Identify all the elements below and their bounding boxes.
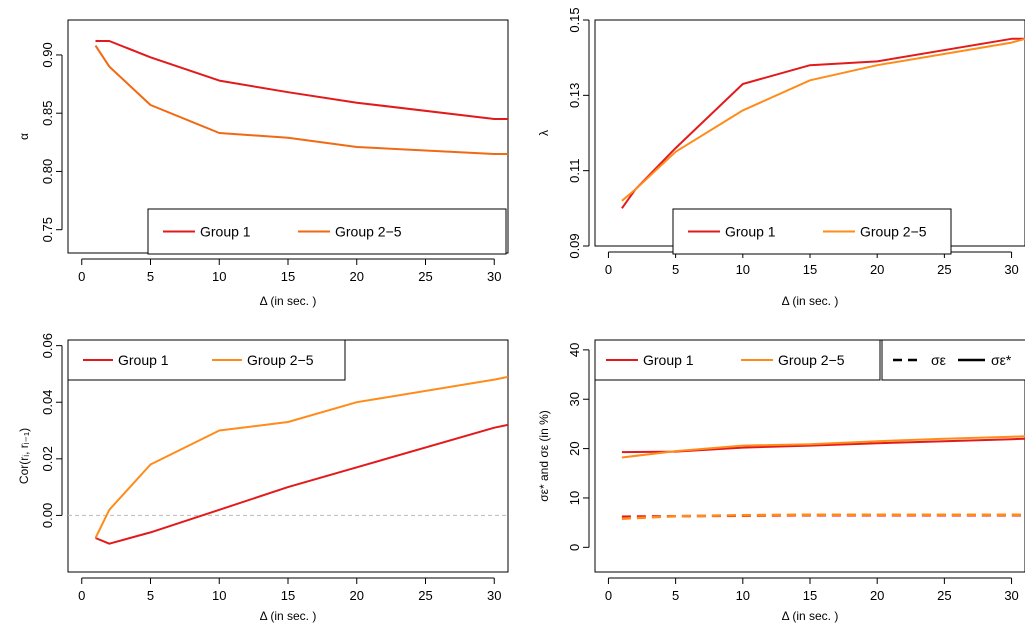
autocorrelation-chart: 0 5 10 15 20 25 30 Δ (in sec. ) 0.00 0.02 0.04 0.06… (17, 333, 509, 623)
series-line-1 (94, 375, 508, 539)
y-axis-label: α (17, 133, 31, 140)
x-tick-label: 30 (1004, 262, 1018, 277)
series-line-3 (621, 513, 1025, 520)
x-tick-label: 10 (212, 269, 226, 284)
x-tick-label: 25 (937, 588, 951, 603)
y-tick-label: 0.04 (40, 390, 55, 415)
x-tick-label: 30 (487, 588, 501, 603)
y-tick-label: 0.85 (40, 101, 55, 126)
y-tick-label: 0.00 (40, 503, 55, 528)
x-tick-label: 5 (147, 588, 154, 603)
x-tick-label: 15 (281, 588, 295, 603)
x-tick-label: 25 (418, 269, 432, 284)
x-tick-label: 15 (803, 588, 817, 603)
x-tick-label: 20 (350, 269, 364, 284)
lambda-chart: 0 5 10 15 20 25 30 Δ (in sec. ) 0.09 0.11 0.13 0.15… (537, 7, 1025, 308)
y-tick-label: 0.11 (567, 158, 582, 182)
y-tick-label: 0 (567, 544, 582, 551)
x-tick-label: 0 (78, 588, 85, 603)
x-tick-label: 25 (937, 262, 951, 277)
y-tick-label: 0.13 (567, 83, 582, 108)
x-tick-label: 15 (803, 262, 817, 277)
x-tick-label: 30 (487, 269, 501, 284)
series-line-0 (621, 37, 1025, 209)
series-line-1 (621, 37, 1025, 202)
y-axis-label: λ (537, 130, 551, 136)
y-tick-label: 0.15 (567, 7, 582, 32)
x-tick-label: 20 (350, 588, 364, 603)
series-line-1 (94, 45, 508, 155)
legend-box (594, 339, 881, 381)
x-tick-label: 20 (870, 262, 884, 277)
y-tick-label: 0.09 (567, 233, 582, 258)
x-tick-label: 0 (605, 262, 612, 277)
x-tick-label: 15 (281, 269, 295, 284)
x-tick-label: 5 (672, 262, 679, 277)
x-axis-label: Δ (in sec. ) (782, 609, 839, 623)
y-tick-label: 0.75 (40, 217, 55, 242)
y-tick-label: 10 (567, 491, 582, 505)
style-legend-box (881, 339, 1025, 381)
legend-label: Group 1 (725, 224, 776, 240)
x-tick-label: 0 (605, 588, 612, 603)
x-axis-label: Δ (in sec. ) (260, 294, 317, 308)
series-line-0 (95, 40, 508, 120)
y-axis-label: Cor(rᵢ, rᵢ₋₁) (17, 428, 31, 484)
legend-label: Group 2−5 (247, 352, 314, 368)
legend-label: Group 1 (118, 352, 169, 368)
sigma-chart: 0 5 10 15 20 25 30 Δ (in sec. ) 0 10 20 30 40 σε* and… (537, 339, 1025, 623)
x-tick-label: 0 (78, 269, 85, 284)
x-tick-label: 20 (870, 588, 884, 603)
y-tick-label: 20 (567, 441, 582, 455)
x-tick-label: 10 (736, 588, 750, 603)
legend-label: Group 2−5 (860, 224, 927, 240)
y-tick-label: 0.90 (40, 42, 55, 67)
x-tick-label: 5 (147, 269, 154, 284)
y-tick-label: 0.02 (40, 446, 55, 471)
x-tick-label: 10 (736, 262, 750, 277)
x-tick-label: 30 (1004, 588, 1018, 603)
series-line-0 (95, 423, 508, 545)
legend-label: Group 2−5 (335, 224, 402, 240)
legend-label: Group 2−5 (778, 352, 845, 368)
x-axis-label: Δ (in sec. ) (260, 609, 317, 623)
y-axis-label: σε* and σε (in %) (537, 410, 551, 502)
y-tick-label: 40 (567, 343, 582, 357)
y-tick-label: 30 (567, 392, 582, 406)
y-tick-label: 0.06 (40, 333, 55, 358)
alpha-chart: 0 5 10 15 20 25 30 Δ (in sec. ) 0.75 0.80 0.85 0.90… (17, 19, 509, 308)
style-legend-label: σε* (991, 352, 1012, 368)
style-legend-label: σε (931, 352, 946, 368)
x-tick-label: 10 (212, 588, 226, 603)
legend-box (67, 339, 346, 381)
y-tick-label: 0.80 (40, 159, 55, 184)
legend-label: Group 1 (643, 352, 694, 368)
x-tick-label: 25 (418, 588, 432, 603)
x-tick-label: 5 (672, 588, 679, 603)
series-line-1 (621, 435, 1025, 459)
x-axis-label: Δ (in sec. ) (782, 294, 839, 308)
legend-label: Group 1 (200, 224, 251, 240)
